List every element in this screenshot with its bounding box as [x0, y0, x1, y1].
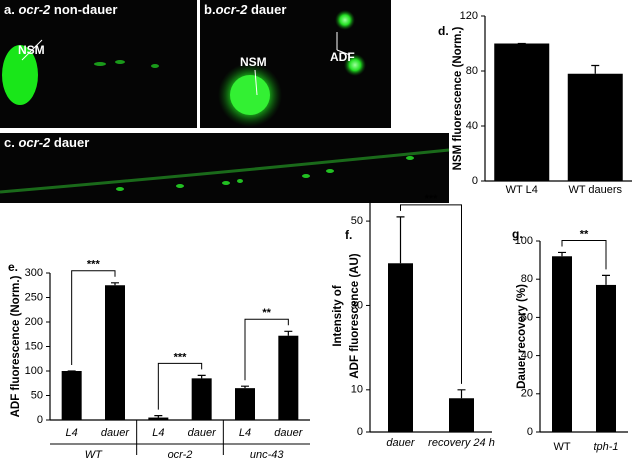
bracket — [244, 318, 289, 381]
y-tick-label: 80 — [466, 65, 478, 77]
group-label: WT — [85, 449, 103, 461]
error-bar — [591, 64, 600, 74]
y-tick-label: 10 — [351, 384, 363, 396]
bracket — [157, 362, 203, 410]
condition: dauer — [54, 135, 89, 150]
y-tick-label: 40 — [521, 350, 533, 362]
bar — [567, 73, 623, 181]
significance: ** — [262, 307, 271, 319]
bar — [61, 371, 82, 420]
bar — [552, 256, 572, 432]
x-tick-label: WT — [553, 441, 570, 453]
x-tick-label: dauer — [386, 437, 415, 449]
y-tick-label: 100 — [25, 365, 43, 377]
bar — [596, 284, 616, 432]
neuron-label: NSM — [240, 55, 267, 69]
panel-letter: f. — [345, 228, 352, 242]
group-label: unc-43 — [250, 449, 285, 461]
error-bar — [396, 216, 405, 264]
error-bar — [602, 274, 610, 285]
y-tick-label: 30 — [351, 299, 363, 311]
y-tick-label: 0 — [472, 175, 478, 187]
y-tick-label: 0 — [527, 426, 533, 438]
panel-letter: a. — [4, 2, 15, 17]
bracket — [71, 270, 116, 365]
strain: ocr-2 — [18, 135, 51, 150]
cell — [2, 45, 38, 105]
panel-title: c. ocr-2 dauer — [4, 135, 89, 150]
y-tick-label: 50 — [351, 215, 363, 227]
error-bar — [111, 282, 119, 286]
x-tick-label: dauer — [101, 427, 130, 439]
significance: *** — [425, 193, 439, 205]
bar — [235, 388, 255, 420]
micrograph — [0, 133, 449, 203]
significance: *** — [87, 259, 101, 271]
y-tick-label: 150 — [25, 340, 43, 352]
y-tick-label: 0 — [37, 414, 43, 426]
y-tick-label: 50 — [31, 389, 43, 401]
error-bar — [154, 414, 163, 418]
y-tick-label: 120 — [460, 10, 478, 22]
y-tick-label: 20 — [521, 388, 533, 400]
y-axis-label: Dauer recovery (%) — [516, 284, 528, 389]
x-tick-label: dauer — [188, 427, 217, 439]
panel-letter: c. — [4, 135, 15, 150]
y-tick-label: 0 — [357, 426, 363, 438]
error-bar — [241, 385, 249, 389]
panel-letter: e. — [8, 260, 18, 274]
strain: ocr-2 — [216, 2, 249, 17]
x-tick-label: recovery 24 h — [428, 437, 495, 449]
panel-letter: d. — [438, 24, 449, 38]
bracket — [561, 239, 607, 270]
y-axis-label: NSM fluorescence (Norm.) — [452, 26, 464, 170]
bar — [148, 417, 169, 420]
panel-letter: b. — [204, 2, 216, 17]
strain: ocr-2 — [18, 2, 51, 17]
bracket — [400, 204, 462, 384]
x-tick-label: L4 — [152, 427, 164, 439]
condition: dauer — [251, 2, 286, 17]
bar — [105, 285, 125, 420]
error-bar — [457, 389, 466, 399]
significance: *** — [174, 351, 188, 363]
y-tick-label: 80 — [521, 273, 533, 285]
panel-letter: g. — [512, 227, 523, 241]
y-tick-label: 300 — [25, 267, 43, 279]
y-tick-label: 100 — [515, 235, 533, 247]
x-tick-label: tph-1 — [593, 441, 618, 453]
group-label: ocr-2 — [168, 449, 193, 461]
y-axis-label: ADF fluorescence (AU) — [349, 253, 361, 378]
x-tick-label: dauer — [274, 427, 303, 439]
bar — [449, 398, 474, 432]
panel-title: a. ocr-2 non-dauer — [4, 2, 117, 17]
y-tick-label: 60 — [521, 311, 533, 323]
x-tick-label: WT dauers — [568, 184, 622, 196]
y-tick-label: 200 — [25, 316, 43, 328]
neuron-label: NSM — [18, 43, 45, 57]
bar — [191, 378, 212, 420]
y-tick-label: 250 — [25, 291, 43, 303]
x-tick-label: L4 — [66, 427, 78, 439]
bar — [494, 43, 550, 181]
bar — [388, 263, 413, 432]
y-axis-label: Intensity of — [332, 285, 344, 347]
x-tick-label: WT L4 — [506, 184, 538, 196]
error-bar — [558, 251, 566, 257]
error-bar — [284, 330, 293, 336]
bar — [278, 335, 299, 420]
panel-title: b.ocr-2 dauer — [204, 2, 286, 17]
error-bar — [197, 374, 206, 379]
y-axis-label: ADF fluorescence (Norm.) — [10, 275, 22, 417]
neuron-label: ADF — [330, 50, 355, 64]
x-tick-label: L4 — [239, 427, 251, 439]
significance: ** — [580, 228, 589, 240]
condition: non-dauer — [54, 2, 118, 17]
y-tick-label: 40 — [466, 120, 478, 132]
